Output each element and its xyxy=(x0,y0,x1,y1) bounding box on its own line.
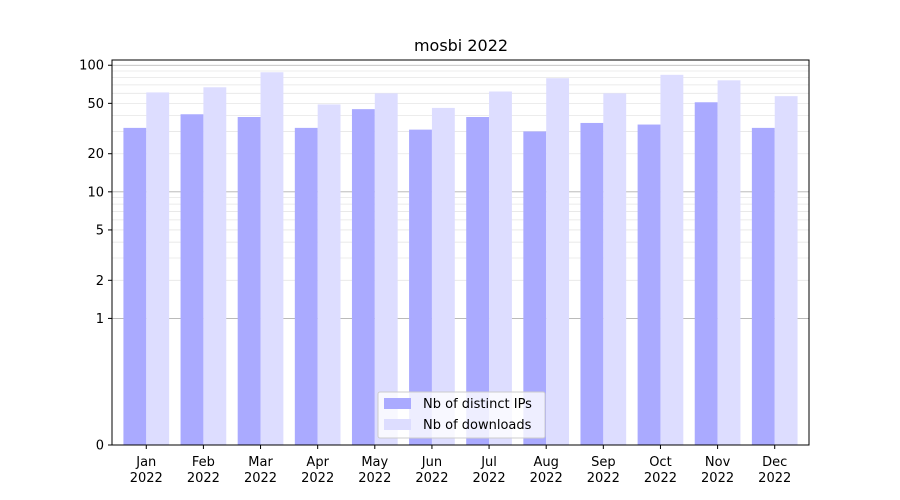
x-tick-label: Mar 2022 xyxy=(244,455,277,486)
chart-title: mosbi 2022 xyxy=(414,36,508,55)
legend-swatch-downloads xyxy=(384,419,411,430)
bar-downloads xyxy=(603,93,627,445)
bar-distinct-ips xyxy=(294,127,318,445)
bar-downloads xyxy=(374,93,398,445)
x-tick-label: Sep 2022 xyxy=(587,455,620,486)
bar-distinct-ips xyxy=(180,114,204,445)
legend-swatch-ips xyxy=(384,398,411,409)
legend-label-ips: Nb of distinct IPs xyxy=(423,397,532,412)
x-tick-label: Dec 2022 xyxy=(758,455,791,486)
bar-distinct-ips xyxy=(123,127,147,445)
y-axis: 0 1 2 5 10 20 50 100 xyxy=(79,59,112,454)
plot-frame xyxy=(111,59,810,446)
x-axis: Jan 2022 Feb 2022 Mar 2022 Apr 2022 May 2022 Jun 20… xyxy=(130,445,791,486)
bar-distinct-ips xyxy=(637,124,661,445)
x-tick-label: Aug 2022 xyxy=(530,455,563,486)
bar-distinct-ips xyxy=(580,122,604,445)
x-tick-label: May 2022 xyxy=(358,455,391,486)
bar-downloads xyxy=(203,87,227,445)
legend: Nb of distinct IPs Nb of downloads xyxy=(377,391,546,439)
bar-downloads xyxy=(260,72,284,446)
bar-downloads xyxy=(146,92,170,446)
x-tick-label: Jun 2022 xyxy=(415,455,448,486)
bar-downloads xyxy=(660,74,684,445)
legend-box xyxy=(377,391,546,439)
bar-downloads xyxy=(431,107,455,446)
bar-downloads xyxy=(317,104,341,445)
y-tick-label: 5 xyxy=(96,223,104,238)
bars xyxy=(123,72,798,446)
x-tick-label: Jul 2022 xyxy=(473,455,506,486)
bar-distinct-ips xyxy=(409,129,432,445)
bar-distinct-ips xyxy=(751,127,775,445)
y-tick-label: 100 xyxy=(79,59,104,74)
y-tick-label: 1 xyxy=(96,312,104,327)
bar-downloads xyxy=(489,91,512,445)
bar-downloads xyxy=(717,80,741,446)
bar-downloads xyxy=(546,78,570,445)
y-tick-label: 10 xyxy=(87,185,104,200)
x-tick-label: Apr 2022 xyxy=(301,455,334,486)
y-tick-label: 0 xyxy=(96,439,104,454)
x-tick-label: Oct 2022 xyxy=(644,455,677,486)
bar-distinct-ips xyxy=(523,131,547,445)
bar-distinct-ips xyxy=(351,109,375,446)
x-tick-label: Nov 2022 xyxy=(701,455,734,486)
y-tick-label: 20 xyxy=(87,147,104,162)
y-tick-label: 50 xyxy=(87,97,104,112)
gridlines xyxy=(112,64,809,319)
x-tick-label: Feb 2022 xyxy=(187,455,220,486)
bar-distinct-ips xyxy=(466,117,490,446)
bar-distinct-ips xyxy=(237,117,261,446)
bar-distinct-ips xyxy=(694,102,718,445)
bar-downloads xyxy=(774,96,798,446)
y-tick-label: 2 xyxy=(96,274,104,289)
x-tick-label: Jan 2022 xyxy=(130,455,163,486)
legend-label-downloads: Nb of downloads xyxy=(423,418,532,433)
